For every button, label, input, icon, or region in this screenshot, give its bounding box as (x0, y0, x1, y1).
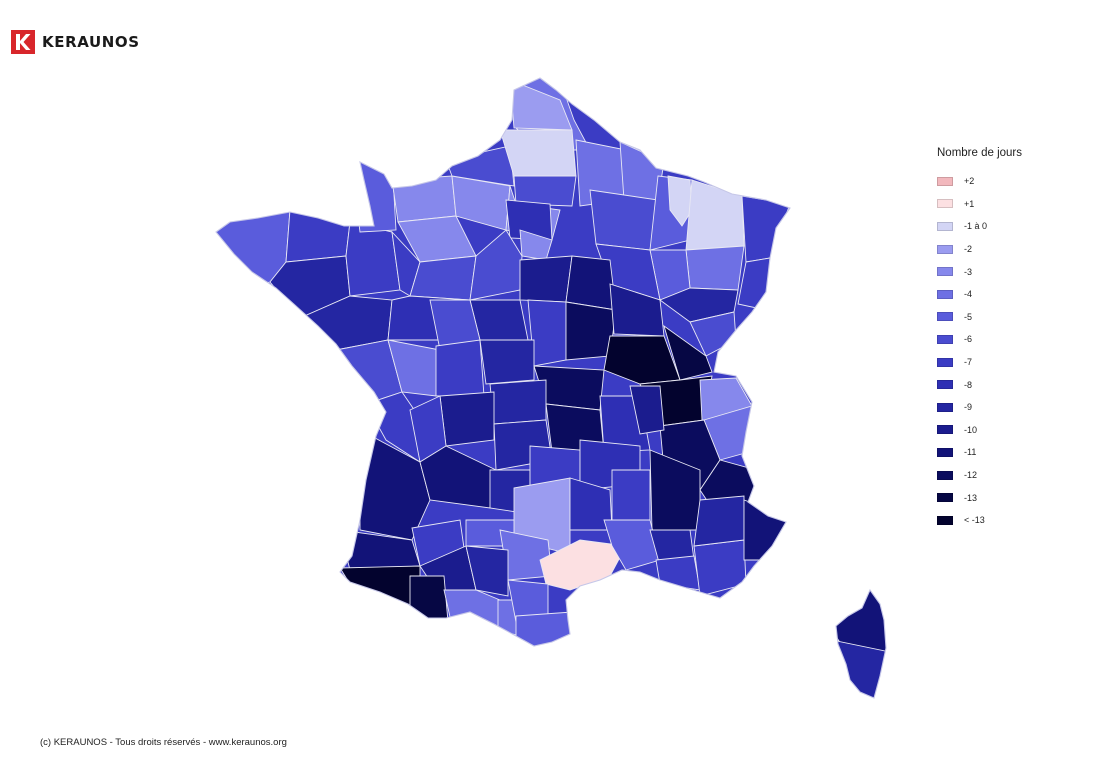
legend-swatch (937, 312, 953, 322)
keraunos-logo-icon (11, 30, 35, 54)
dept-haute-garonne-nord (465, 545, 509, 597)
legend-label: +1 (964, 198, 975, 209)
legend-item: -8 (937, 373, 1022, 396)
legend-label: -11 (964, 447, 977, 458)
legend-swatch (937, 357, 953, 367)
dept-alpes-de-haute-provence (693, 495, 745, 547)
legend-title: Nombre de jours (937, 147, 1023, 159)
coastline (215, 77, 887, 699)
legend-label: -13 (964, 492, 978, 503)
legend-label: -10 (964, 424, 978, 435)
legend-swatch (937, 221, 953, 231)
legend-label: -12 (964, 470, 978, 481)
legend-item: -3 (937, 260, 1022, 283)
dept-var (693, 539, 747, 597)
legend-item: -13 (937, 486, 1022, 509)
legend: Nombre de jours +2 +1 -1 à 0 -2 -3 -4 -5… (937, 147, 1022, 532)
legend-item: +2 (937, 170, 1022, 193)
legend-swatch (937, 267, 953, 277)
legend-label: -4 (964, 289, 973, 300)
legend-item: +1 (937, 193, 1022, 216)
dept-marne (589, 189, 659, 251)
dept-haute-saone (659, 287, 739, 323)
dept-meurthe-et-moselle (667, 175, 693, 227)
legend-label: +2 (964, 176, 975, 187)
legend-label: -2 (964, 244, 973, 255)
legend-item: -1 à 0 (937, 215, 1022, 238)
legend-item: -10 (937, 419, 1022, 442)
legend-swatch (937, 176, 953, 186)
legend-swatch (937, 425, 953, 435)
dept-moselle (685, 179, 745, 251)
legend-label: -6 (964, 334, 973, 345)
legend-swatch (937, 380, 953, 390)
dept-loiret (519, 255, 573, 303)
legend-swatch (937, 493, 953, 503)
legend-item: -4 (937, 283, 1022, 306)
legend-swatch (937, 402, 953, 412)
legend-swatch (937, 244, 953, 254)
legend-label: -8 (964, 379, 973, 390)
legend-item: < -13 (937, 509, 1022, 532)
legend-swatch (937, 515, 953, 525)
dept-seine-maritime (445, 145, 515, 187)
dept-vienne (435, 339, 485, 397)
legend-label: < -13 (964, 515, 985, 526)
brand-name: KERAUNOS (42, 33, 140, 51)
legend-item: -9 (937, 396, 1022, 419)
legend-item: -7 (937, 351, 1022, 374)
legend-item: -5 (937, 306, 1022, 329)
dept-somme (513, 175, 577, 207)
legend-item: -12 (937, 464, 1022, 487)
legend-swatch (937, 289, 953, 299)
legend-label: -3 (964, 266, 973, 277)
legend-label: -7 (964, 357, 973, 368)
dept-gard (603, 519, 661, 571)
legend-item: -11 (937, 441, 1022, 464)
dept-indre (479, 339, 535, 385)
dept-haute-vienne (439, 391, 495, 447)
legend-swatch (937, 470, 953, 480)
dept-pyrenees-atlantiques (339, 565, 421, 613)
dept-jura (663, 324, 713, 381)
legend-label: -1 à 0 (964, 221, 988, 232)
legend-swatch (937, 199, 953, 209)
legend-swatch (937, 447, 953, 457)
legend-item: -2 (937, 238, 1022, 261)
legend-item: -6 (937, 328, 1022, 351)
legend-items: +2 +1 -1 à 0 -2 -3 -4 -5 -6 -7 -8 -9 -10… (937, 170, 1022, 532)
legend-label: -9 (964, 402, 973, 413)
dept-creuse (489, 379, 547, 425)
dept-vosges (685, 245, 745, 291)
dept-rhone (629, 385, 665, 435)
legend-swatch (937, 334, 953, 344)
department-layer (216, 78, 886, 698)
keraunos-logo: KERAUNOS (11, 30, 140, 54)
dept-sarthe (409, 255, 477, 301)
dept-yonne (565, 255, 617, 311)
copyright-notice: (c) KERAUNOS - Tous droits réservés - ww… (40, 737, 287, 748)
legend-label: -5 (964, 311, 973, 322)
dept-hautes-pyrenees (409, 575, 449, 623)
